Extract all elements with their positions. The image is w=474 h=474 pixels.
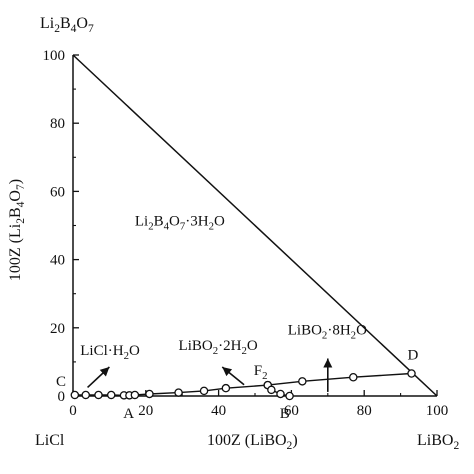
data-point: [94, 390, 103, 400]
corner-label-bottom-right: LiBO2: [417, 432, 459, 452]
data-point: [106, 390, 116, 400]
x-tick-label: 40: [211, 403, 226, 419]
boundary-line: [72, 54, 438, 397]
x-axis-label: 100Z (LiBO2): [207, 432, 298, 452]
point-label: D: [408, 347, 419, 363]
region-label: Li2B4O7·3H2O: [135, 214, 225, 233]
corner-label-top: Li2B4O7: [40, 15, 94, 35]
data-point: [174, 388, 183, 397]
x-tick-label: 80: [357, 403, 372, 419]
y-axis-label: 100Z (Li2B4O7): [7, 179, 27, 281]
x-tick-label: 100: [426, 403, 449, 419]
region-label: LiBO2·8H2O: [288, 323, 367, 342]
data-point: [199, 386, 209, 396]
corner-label-bottom-left: LiCl: [35, 432, 65, 449]
region-label: LiBO2·2H2O: [179, 338, 258, 357]
region-arrows: [87, 358, 333, 392]
x-tick-label: 60: [284, 403, 299, 419]
data-point: [285, 391, 294, 401]
x-tick-label: 0: [69, 403, 77, 419]
y-tick-label: 100: [43, 48, 66, 64]
x-tick-label: 20: [138, 403, 153, 419]
point-label: C: [56, 374, 66, 390]
arrow-licl-h2o-head: [99, 367, 110, 377]
labels: 0 20 40 60 80 100 0 20 40 60 80 100 Li2B4O7 LiCl LiBO2…: [7, 15, 459, 452]
data-point: [130, 390, 140, 400]
data-point: [145, 389, 154, 399]
y-tick-label: 40: [50, 253, 65, 269]
data-point: [267, 385, 276, 395]
data-point: [276, 389, 285, 399]
data-point: [407, 369, 416, 378]
data-point: [70, 390, 80, 400]
region-label: LiCl·H2O: [80, 343, 140, 362]
y-tick-label: 0: [58, 389, 66, 405]
y-tick-label: 80: [50, 116, 65, 132]
data-point: [221, 383, 231, 393]
data-point: [298, 377, 307, 386]
arrow-libo2-2h2o-head: [222, 367, 233, 377]
arrow-libo2-8h2o-head: [323, 358, 333, 368]
y-tick-label: 20: [50, 321, 65, 337]
point-label: B: [280, 406, 290, 422]
point-label: F2: [254, 363, 268, 382]
data-point: [349, 372, 358, 382]
point-label: A: [123, 406, 134, 422]
data-points: [70, 369, 416, 401]
data-point: [81, 390, 90, 400]
y-tick-label: 60: [50, 184, 65, 200]
